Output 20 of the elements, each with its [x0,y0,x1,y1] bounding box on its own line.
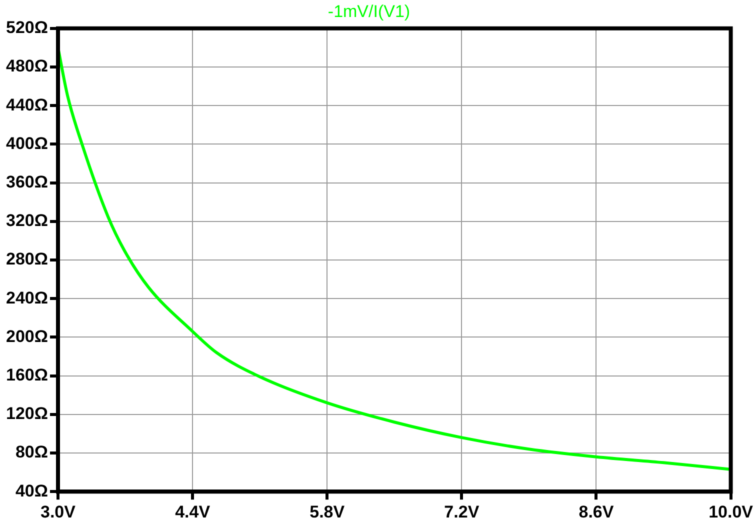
x-tick-label: 5.8V [310,502,346,522]
y-tick-label: 240Ω [6,288,48,308]
y-tick-label: 200Ω [6,326,48,346]
x-tick-label: 7.2V [444,502,480,522]
y-tick-label: 40Ω [15,481,48,500]
x-tick-label: 10.0V [708,502,754,522]
y-tick-label: 480Ω [6,56,48,76]
y-tick-label: 80Ω [15,442,48,462]
x-tick-label: 4.4V [175,502,211,522]
y-tick-label: 520Ω [6,18,48,38]
y-tick-label: 360Ω [6,172,48,192]
x-tick-label: 3.0V [40,502,76,522]
x-tick-label: 8.6V [578,502,614,522]
chart-title: -1mV/I(V1) [328,2,410,21]
y-tick-label: 160Ω [6,365,48,384]
y-tick-label: 400Ω [6,134,48,153]
y-tick-label: 120Ω [6,404,48,424]
y-tick-label: 440Ω [6,95,48,114]
y-tick-label: 320Ω [6,211,48,230]
y-tick-label: 280Ω [6,250,48,269]
